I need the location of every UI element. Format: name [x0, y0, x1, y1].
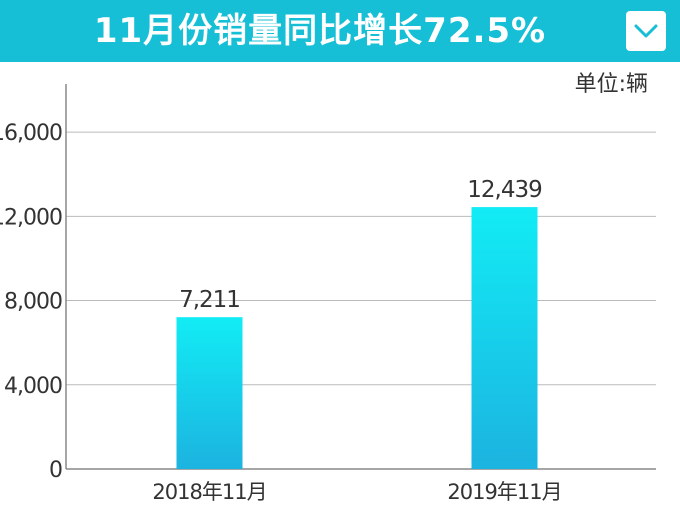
x-tick-label: 2019年11月: [447, 480, 561, 504]
y-tick-label: 12,000: [0, 205, 62, 230]
bar: [471, 207, 538, 469]
x-tick-label: 2018年11月: [152, 480, 266, 504]
dropdown-button[interactable]: [626, 11, 666, 51]
bar: [176, 317, 243, 469]
unit-label: 单位:辆: [574, 72, 648, 97]
header-bar: 11月份销量同比增长72.5%: [0, 0, 680, 62]
data-label: 12,439: [467, 177, 542, 203]
y-tick-label: 8,000: [4, 290, 62, 315]
y-tick-label: 16,000: [0, 121, 62, 146]
data-label: 7,211: [179, 287, 240, 313]
chart-title: 11月份销量同比增长72.5%: [93, 11, 547, 51]
chevron-down-icon: [634, 24, 658, 38]
y-tick-label: 0: [49, 458, 62, 483]
y-tick-label: 4,000: [4, 374, 62, 399]
